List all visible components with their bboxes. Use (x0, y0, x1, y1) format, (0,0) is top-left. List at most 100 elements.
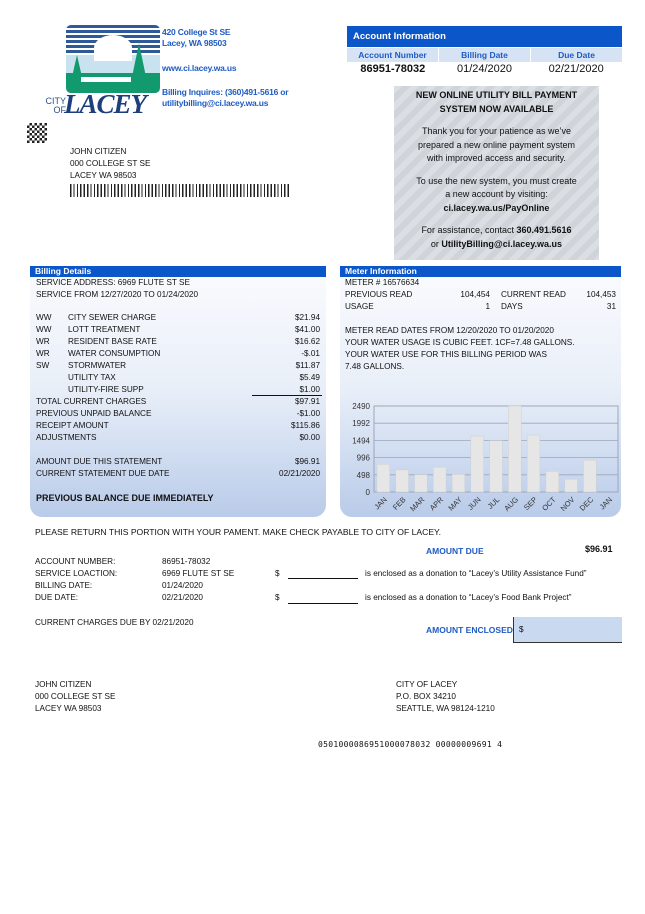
account-number: 86951-78032 (360, 63, 426, 75)
previous-balance-warning: PREVIOUS BALANCE DUE IMMEDIATELY (36, 493, 214, 503)
billing-date-header: Billing Date (439, 48, 531, 62)
total-row: TOTAL CURRENT CHARGES $97.91 (36, 396, 320, 408)
due-row-amount: 02/21/2020 (279, 469, 320, 478)
remit-field-value: 86951-78032 (162, 557, 211, 566)
charge-code: WW (36, 313, 52, 322)
x-tick-label: APR (428, 495, 446, 513)
current-read: 104,453 (586, 290, 616, 299)
y-tick-label: 498 (357, 471, 371, 480)
donation-utility-text: is enclosed as a donation to “Lacey’s Ut… (365, 569, 587, 578)
x-tick-label: JAN (372, 495, 388, 511)
usage-bar (376, 464, 391, 493)
charge-row-amount: -$.01 (301, 349, 320, 358)
usage-bar (564, 478, 578, 493)
notice-text: a new account by visiting: (445, 189, 548, 199)
usage-bar (583, 459, 597, 493)
billing-details-title: Billing Details (30, 266, 326, 277)
service-address: SERVICE ADDRESS: 6969 FLUTE ST SE (36, 278, 190, 287)
usage-label: USAGE (345, 302, 374, 311)
notice-text: with improved access and security. (427, 153, 566, 163)
total-row: RECEIPT AMOUNT $115.86 (36, 420, 320, 432)
amount-due-label: AMOUNT DUE (426, 546, 484, 556)
total-row-amount: -$1.00 (296, 409, 320, 418)
days-label: DAYS (501, 302, 523, 311)
y-tick-label: 0 (366, 488, 371, 497)
account-number-header: Account Number (347, 48, 439, 62)
city-address-2: Lacey, WA 98503 (162, 38, 227, 48)
payee-city: SEATTLE, WA 98124-1210 (396, 704, 495, 713)
meter-number: METER # 16576634 (345, 278, 420, 287)
charge-row-amount: $5.49 (299, 373, 321, 382)
customer-name: JOHN CITIZEN (70, 147, 127, 156)
usage-bar (508, 405, 522, 493)
billing-date: 01/24/2020 (456, 63, 513, 75)
x-tick-label: DEC (578, 495, 596, 513)
account-info: Account Information Account Number Billi… (347, 26, 622, 77)
billing-email[interactable]: utilitybilling@ci.lacey.wa.us (162, 98, 269, 108)
payee-box: P.O. BOX 34210 (396, 692, 456, 701)
previous-read-label: PREVIOUS READ (345, 290, 413, 299)
total-row-amount: $115.86 (291, 421, 320, 430)
support-phone: 360.491.5616 (516, 225, 572, 235)
charge-row-amount: $11.87 (295, 361, 320, 370)
x-tick-label: MAR (408, 495, 427, 514)
usage-bar (414, 474, 428, 493)
charge-code: SW (36, 361, 50, 370)
charge-row: UTILITY-FIRE SUPP $1.00 (36, 384, 322, 396)
city-address-1: 420 College St SE (162, 27, 231, 37)
city-logo (66, 25, 160, 93)
support-email[interactable]: UtilityBilling@ci.lacey.wa.us (441, 238, 563, 249)
usage-bar (545, 471, 559, 493)
notice-text: prepared a new online payment system (417, 139, 576, 150)
previous-read: 104,454 (460, 290, 490, 299)
notice-text: or (430, 238, 442, 249)
due-date: 02/21/2020 (548, 63, 604, 75)
x-tick-label: SEP (522, 495, 539, 512)
charge-row-label: WATER CONSUMPTION (68, 349, 161, 358)
remit-field: DUE DATE: 02/21/2020 (35, 592, 265, 604)
qr-code-icon (27, 123, 47, 143)
charge-row: WR WATER CONSUMPTION -$.01 (36, 348, 320, 360)
x-tick-label: JUN (466, 495, 483, 512)
remit-field-label: BILLING DATE: (35, 581, 93, 590)
y-tick-label: 1494 (352, 436, 370, 445)
charge-row-amount: $16.62 (294, 337, 320, 346)
billing-details-panel: Billing Details SERVICE ADDRESS: 6969 FL… (30, 266, 326, 517)
due-row-amount: $96.91 (294, 457, 320, 466)
days-value: 31 (606, 302, 616, 311)
charge-code: WR (36, 349, 50, 358)
amount-due-value: $96.91 (585, 544, 613, 554)
usage-bar (451, 474, 466, 493)
customer-city: LACEY WA 98503 (70, 171, 137, 180)
service-period: SERVICE FROM 12/27/2020 TO 01/24/2020 (36, 290, 199, 299)
donation-dollar: $ (275, 593, 280, 602)
x-tick-label: OCT (540, 495, 558, 513)
city-website[interactable]: www.ci.lacey.wa.us (162, 63, 237, 73)
x-tick-label: MAY (446, 495, 463, 512)
usage-bar (526, 434, 541, 493)
payee-name: CITY OF LACEY (396, 680, 458, 689)
x-tick-label: AUG (502, 495, 520, 513)
donation-foodbank-input[interactable] (288, 603, 358, 604)
due-date-header: Due Date (558, 50, 595, 60)
charge-row: WW LOTT TREATMENT $41.00 (36, 324, 320, 336)
logo-lacey: LACEY (64, 89, 147, 119)
charge-row-amount: $21.94 (294, 313, 320, 322)
remit-field-value: 6969 FLUTE ST SE (162, 569, 235, 578)
scanline: 0501000086951000078032 00000009691 4 (318, 740, 503, 749)
remit-field-label: SERVICE LOACTION: (35, 569, 118, 578)
donation-utility-input[interactable] (288, 578, 358, 579)
current-read-label: CURRENT READ (501, 290, 566, 299)
usage-bar (395, 469, 409, 493)
meter-note: 7.48 GALLONS. (345, 362, 405, 371)
y-tick-label: 996 (357, 454, 371, 463)
usage-bar (489, 440, 503, 493)
subtotal-rule (252, 395, 322, 396)
remit-field: ACCOUNT NUMBER: 86951-78032 (35, 556, 265, 568)
charge-row: WW CITY SEWER CHARGE $21.94 (36, 312, 320, 324)
meter-note: YOUR WATER USAGE IS CUBIC FEET. 1CF=7.48… (345, 338, 575, 347)
amount-enclosed-input[interactable]: $ (513, 617, 622, 643)
pay-online-link[interactable]: ci.lacey.wa.us/PayOnline (443, 202, 550, 213)
y-tick-label: 2490 (352, 402, 370, 411)
